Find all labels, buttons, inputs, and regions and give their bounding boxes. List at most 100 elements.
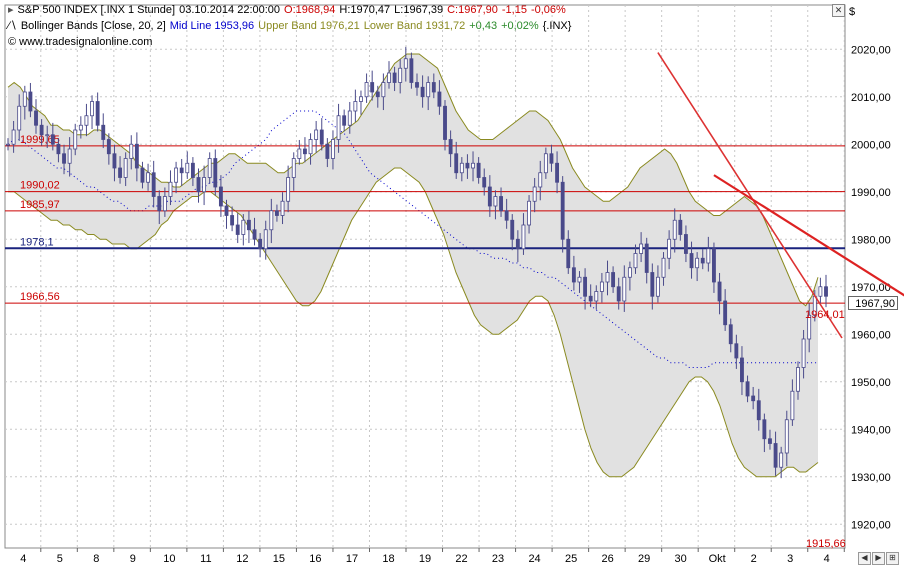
upper-trend-line	[657, 52, 843, 339]
x-tick-label: 19	[419, 553, 431, 565]
x-tick-label: Okt	[709, 553, 726, 565]
candle-body	[146, 172, 150, 183]
close-icon[interactable]: ✕	[832, 4, 845, 17]
bb-symbol-label: {.INX}	[542, 20, 572, 32]
chart-header: ▸ S&P 500 INDEX [.INX 1 Stunde] 03.10.2014…	[8, 4, 570, 17]
candle-body	[118, 167, 122, 178]
candle-body	[532, 186, 537, 202]
x-tick-label: 11	[200, 553, 211, 565]
x-tick-label: 15	[273, 553, 285, 565]
candle-body	[207, 158, 212, 178]
candle-body	[252, 229, 257, 240]
candle-body	[678, 219, 683, 235]
candle-body	[796, 367, 800, 392]
x-tick-label: 9	[130, 553, 136, 565]
candle-body	[504, 210, 509, 221]
candle-body	[297, 148, 302, 159]
symbol-label: S&P 500 INDEX [.INX 1 Stunde]	[17, 4, 176, 16]
candle-body	[661, 257, 666, 278]
candle-body	[667, 238, 672, 259]
candle-body	[599, 281, 604, 292]
candle-body	[790, 390, 795, 421]
candle-body	[403, 58, 408, 69]
candle-body	[230, 215, 235, 226]
candle-body	[398, 67, 403, 83]
x-tick-label: 12	[236, 553, 248, 565]
zoom-icon[interactable]: ⊞	[886, 552, 899, 565]
candle-body	[90, 101, 94, 117]
candle-body	[157, 196, 162, 212]
candle-body	[224, 205, 229, 216]
candle-body	[740, 357, 744, 383]
x-tick-label: 16	[309, 553, 321, 565]
candle-body	[353, 101, 358, 112]
candle-body	[717, 281, 722, 302]
candle-body	[560, 181, 565, 240]
candle-body	[487, 186, 492, 207]
website-credit[interactable]: © www.tradesignalonline.com	[8, 36, 153, 48]
trend-label-lower: 1915,66	[806, 538, 846, 550]
candle-body	[45, 134, 50, 137]
candle-body	[493, 196, 498, 207]
candle-body	[11, 129, 16, 145]
lower-band-line	[8, 167, 819, 478]
candle-body	[22, 91, 27, 107]
y-tick-label: 1950,00	[851, 377, 891, 389]
scroll-right-icon[interactable]: ▶	[872, 552, 885, 565]
y-tick-label: 1940,00	[851, 424, 891, 436]
x-tick-label: 2	[751, 553, 757, 565]
candle-body	[34, 110, 38, 126]
candle-body	[448, 139, 453, 155]
x-tick-label: 29	[638, 553, 650, 565]
last-price-marker: 1967,90	[848, 296, 898, 310]
y-tick-label: 2000,00	[851, 139, 891, 151]
candle-body	[56, 143, 61, 155]
candle-body	[588, 295, 593, 302]
candle-body	[616, 286, 621, 302]
bb-icon: ∕∖	[8, 20, 17, 32]
candle-body	[734, 343, 739, 359]
candle-body	[303, 148, 307, 155]
candle-body	[364, 82, 369, 98]
candle-body	[179, 167, 184, 174]
candle-body	[275, 210, 279, 216]
candle-body	[499, 196, 503, 212]
candle-body	[611, 272, 616, 288]
x-tick-label: 24	[528, 553, 540, 565]
indicator-toggle-icon[interactable]: ▸	[8, 4, 14, 16]
candle-body	[185, 162, 190, 174]
candle-body	[650, 272, 655, 297]
candle-body	[381, 82, 386, 98]
x-tick-label: 30	[675, 553, 687, 565]
scroll-left-icon[interactable]: ◀	[858, 552, 871, 565]
candle-body	[325, 143, 330, 159]
candle-body	[594, 291, 599, 302]
candle-body	[706, 248, 711, 264]
candle-body	[672, 219, 677, 240]
bb-change-pct-label: +0,02%	[501, 20, 539, 32]
candle-body	[280, 200, 285, 216]
candle-body	[773, 443, 778, 468]
candle-body	[196, 177, 201, 193]
candle-body	[762, 419, 767, 440]
candle-body	[101, 124, 106, 140]
x-tick-label: 4	[20, 553, 26, 565]
candle-body	[190, 162, 195, 178]
candle-body	[342, 115, 347, 126]
candle-body	[387, 72, 391, 83]
candle-body	[555, 162, 559, 183]
candle-body	[112, 153, 117, 169]
candle-body	[106, 139, 111, 155]
candle-body	[476, 162, 481, 178]
candle-body	[6, 143, 10, 146]
candle-body	[431, 82, 436, 93]
candle-body	[571, 267, 576, 283]
change-pct-value: -0,06%	[530, 4, 566, 16]
candle-body	[751, 395, 756, 402]
x-tick-label: 23	[492, 553, 504, 565]
y-tick-label: 1980,00	[851, 234, 891, 246]
open-value: O:1968,94	[284, 4, 336, 16]
x-tick-label: 22	[455, 553, 467, 565]
